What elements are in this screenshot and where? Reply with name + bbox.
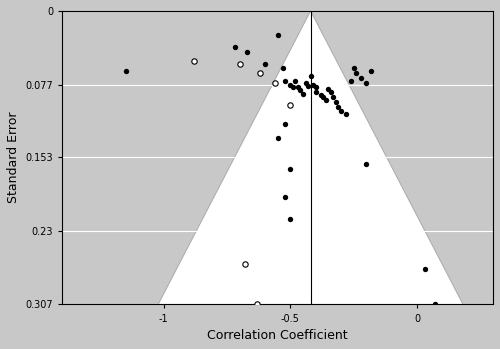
Point	[304, 83, 312, 88]
Point	[230, 44, 238, 50]
Point	[362, 80, 370, 86]
Point	[282, 78, 290, 83]
Point	[352, 70, 360, 76]
Point	[324, 87, 332, 92]
Point	[350, 66, 358, 71]
Point	[327, 89, 335, 95]
Point	[299, 91, 307, 97]
Point	[368, 68, 376, 74]
X-axis label: Correlation Coefficient: Correlation Coefficient	[208, 329, 348, 342]
Point	[286, 217, 294, 222]
Point	[286, 102, 294, 107]
Point	[309, 82, 317, 87]
Point	[342, 111, 350, 117]
Point	[322, 97, 330, 103]
Point	[236, 61, 244, 66]
Point	[274, 135, 281, 141]
Point	[274, 32, 281, 38]
Y-axis label: Standard Error: Standard Error	[7, 112, 20, 203]
Point	[240, 261, 248, 267]
Point	[420, 266, 428, 272]
Point	[271, 80, 279, 86]
Point	[282, 195, 290, 200]
Point	[302, 80, 310, 86]
Point	[278, 66, 286, 71]
Point	[347, 78, 355, 83]
Point	[122, 68, 130, 74]
Point	[244, 49, 252, 55]
Point	[292, 78, 300, 83]
Point	[289, 85, 297, 90]
Point	[296, 88, 304, 93]
Polygon shape	[158, 11, 463, 304]
Point	[286, 82, 294, 87]
Point	[334, 104, 342, 109]
Point	[282, 121, 290, 127]
Point	[312, 89, 320, 95]
Point	[190, 58, 198, 64]
Point	[316, 92, 324, 98]
Point	[254, 302, 262, 307]
Point	[286, 166, 294, 171]
Point	[362, 161, 370, 167]
Point	[256, 70, 264, 76]
Point	[337, 109, 345, 114]
Point	[320, 94, 328, 100]
Point	[261, 61, 269, 66]
Point	[312, 85, 320, 90]
Point	[306, 73, 314, 79]
Point	[330, 94, 338, 100]
Point	[431, 302, 439, 307]
Point	[332, 99, 340, 105]
Point	[358, 75, 366, 81]
Point	[294, 85, 302, 90]
